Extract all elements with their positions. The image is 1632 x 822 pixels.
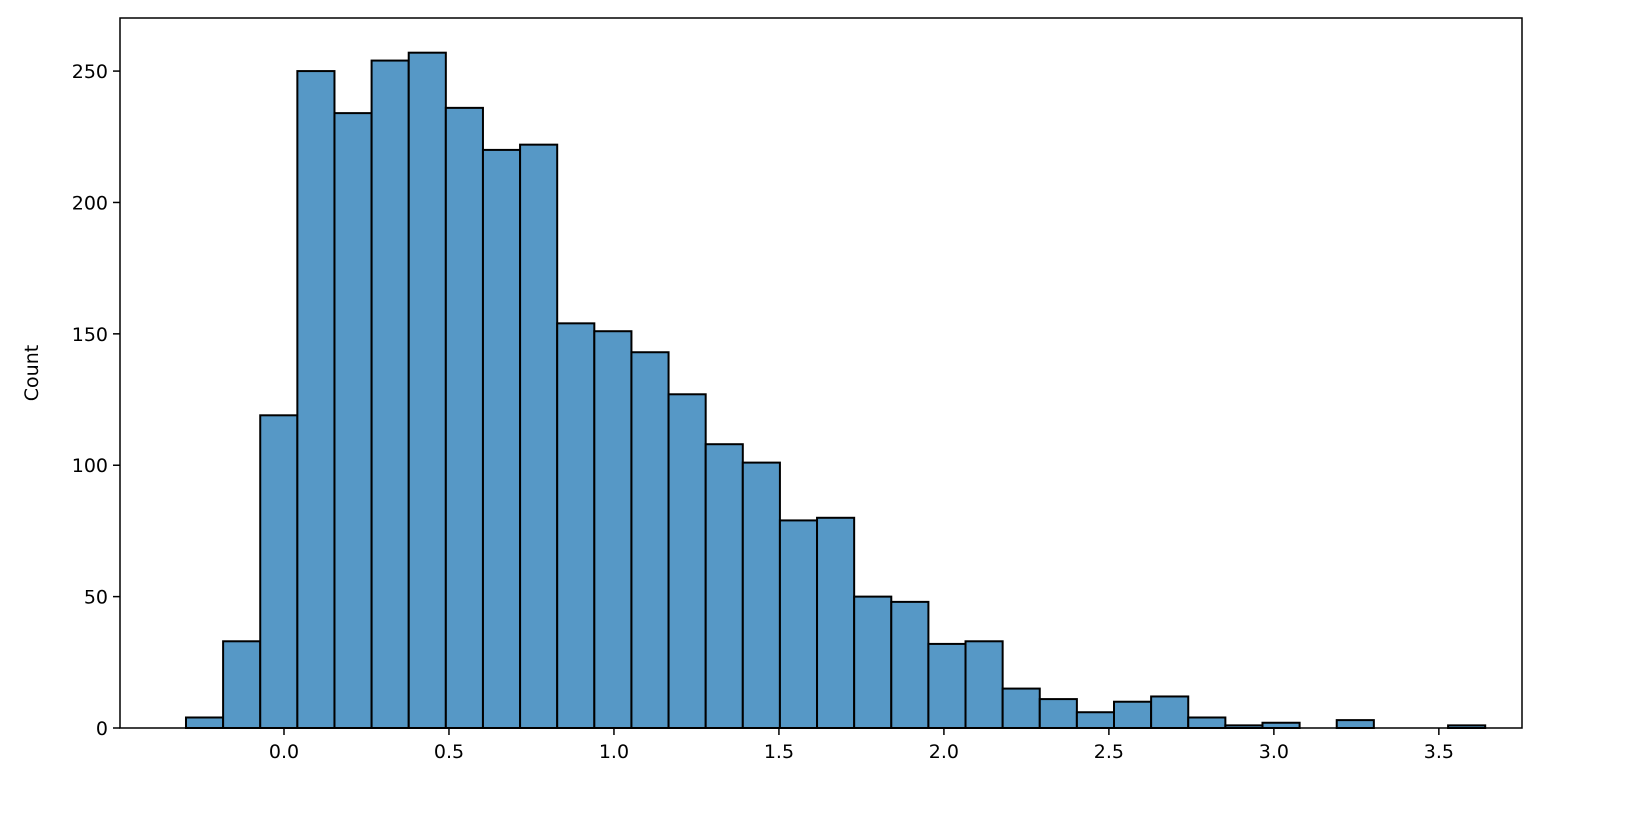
bar [370, 59, 410, 729]
bar [259, 414, 299, 729]
bar [556, 322, 596, 729]
x-tick-label: 3.0 [1259, 741, 1289, 763]
bar [778, 519, 819, 729]
bar [1150, 695, 1190, 729]
bar [1187, 716, 1227, 729]
bar [704, 443, 744, 729]
bar [184, 716, 225, 729]
x-tick-label: 2.0 [929, 741, 959, 763]
bar [333, 112, 373, 729]
bar [519, 143, 559, 729]
bar [1038, 698, 1078, 729]
bar [1261, 721, 1301, 729]
bar [481, 148, 522, 730]
bar [853, 595, 893, 729]
y-tick-label: 50 [84, 587, 108, 609]
bar [890, 600, 930, 730]
bar [1335, 719, 1375, 729]
y-tick-label: 100 [72, 455, 108, 477]
x-tick-label: 0.5 [434, 741, 464, 763]
y-tick-label: 150 [72, 324, 108, 346]
y-tick-label: 200 [72, 192, 108, 214]
bar [444, 106, 484, 730]
y-axis-label: Count [21, 345, 43, 401]
bar [964, 640, 1004, 729]
bar [593, 330, 633, 729]
bar [816, 516, 856, 729]
bar [1001, 687, 1041, 730]
x-tick-label: 1.5 [764, 741, 794, 763]
bar [222, 640, 262, 729]
x-tick-label: 3.5 [1424, 741, 1454, 763]
y-tick-label: 250 [72, 61, 108, 83]
x-tick-label: 0.0 [269, 741, 299, 763]
bar [667, 393, 707, 729]
bar [630, 351, 670, 729]
bar [927, 642, 967, 729]
y-tick-label: 0 [96, 718, 108, 740]
bar [1113, 700, 1153, 729]
x-tick-label: 2.5 [1094, 741, 1124, 763]
x-tick-label: 1.0 [599, 741, 629, 763]
axes-frame [119, 17, 1523, 729]
bar [1075, 711, 1116, 729]
bar [407, 51, 447, 729]
bar [296, 70, 336, 729]
bar [741, 461, 781, 729]
